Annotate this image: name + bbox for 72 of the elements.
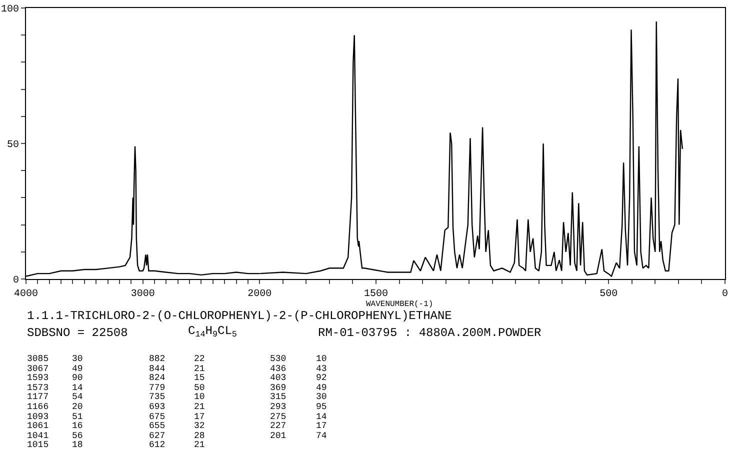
text: 293 bbox=[270, 402, 286, 412]
text: 74 bbox=[316, 431, 327, 441]
text: 1573 bbox=[27, 383, 49, 393]
text: 3085 bbox=[27, 354, 49, 364]
x-tick-label: 2000 bbox=[248, 289, 272, 300]
text: 436 bbox=[270, 364, 286, 374]
text: 49 bbox=[316, 383, 327, 393]
text: 30 bbox=[316, 392, 327, 402]
text: 530 bbox=[270, 354, 286, 364]
text: 10 bbox=[194, 392, 205, 402]
text: 17 bbox=[194, 412, 205, 422]
text: 693 bbox=[149, 402, 166, 412]
x-tick-label: 0 bbox=[722, 289, 728, 300]
text: 612 bbox=[149, 440, 166, 450]
text: 227 bbox=[270, 421, 286, 431]
text: 369 bbox=[270, 383, 286, 393]
text: 28 bbox=[194, 431, 205, 441]
text: 403 bbox=[270, 373, 286, 383]
text: 275 bbox=[270, 412, 286, 422]
text: 675 bbox=[149, 412, 166, 422]
x-tick-label: 3000 bbox=[130, 289, 155, 300]
text: 15 bbox=[194, 373, 205, 383]
text: 882 bbox=[149, 354, 166, 364]
text: 1093 bbox=[27, 412, 49, 422]
text: RM-01-03795 : 4880A.200M.POWDER bbox=[318, 326, 542, 340]
x-tick-label: 500 bbox=[600, 289, 618, 300]
text: 14 bbox=[316, 412, 327, 422]
text: 1041 bbox=[27, 431, 49, 441]
text: SDBSNO = 22508 bbox=[27, 326, 128, 340]
text: 22 bbox=[194, 354, 205, 364]
y-tick-label: 100 bbox=[0, 4, 19, 16]
text: 10 bbox=[316, 354, 327, 364]
text: 90 bbox=[72, 373, 83, 383]
text: 1061 bbox=[27, 421, 49, 431]
text: 17 bbox=[316, 421, 327, 431]
text: 43 bbox=[316, 364, 327, 374]
x-axis-title: WAVENUMBER(-1) bbox=[366, 300, 434, 309]
text: 21 bbox=[194, 440, 205, 450]
text: 49 bbox=[72, 364, 83, 374]
y-tick-label: 0 bbox=[12, 276, 19, 286]
text: 1166 bbox=[27, 402, 49, 412]
y-tick-label: 50 bbox=[6, 140, 19, 151]
text: 21 bbox=[194, 364, 205, 374]
x-tick-label: 1500 bbox=[364, 289, 388, 300]
text: 50 bbox=[194, 383, 205, 393]
text: 95 bbox=[316, 402, 327, 412]
text: 779 bbox=[149, 383, 166, 393]
x-tick-label: 4000 bbox=[14, 289, 38, 300]
text: 1.1.1-TRICHLORO-2-(O-CHLOROPHENYL)-2-(P-CHLOROPHENYL)ETHANE bbox=[27, 309, 452, 323]
text: 51 bbox=[72, 412, 83, 422]
text: 92 bbox=[316, 373, 327, 383]
text: 735 bbox=[149, 392, 166, 402]
text: 32 bbox=[194, 421, 205, 431]
text: 21 bbox=[194, 402, 205, 412]
text: C$_{14}$H$_{9}$CL$_{5}$ bbox=[188, 324, 237, 340]
text: 30 bbox=[72, 354, 83, 364]
text: 655 bbox=[149, 421, 166, 431]
text: 14 bbox=[72, 383, 83, 393]
text: 1015 bbox=[27, 440, 49, 450]
text: 54 bbox=[72, 392, 83, 402]
text: 1593 bbox=[27, 373, 49, 383]
text: 20 bbox=[72, 402, 83, 412]
text: 315 bbox=[270, 392, 286, 402]
text: 824 bbox=[149, 373, 166, 383]
text: 627 bbox=[149, 431, 166, 441]
text: 3067 bbox=[27, 364, 49, 374]
text: 201 bbox=[270, 431, 286, 441]
text: 56 bbox=[72, 431, 83, 441]
text: 16 bbox=[72, 421, 83, 431]
text: 18 bbox=[72, 440, 83, 450]
text: 1177 bbox=[27, 392, 49, 402]
text: 844 bbox=[149, 364, 166, 374]
